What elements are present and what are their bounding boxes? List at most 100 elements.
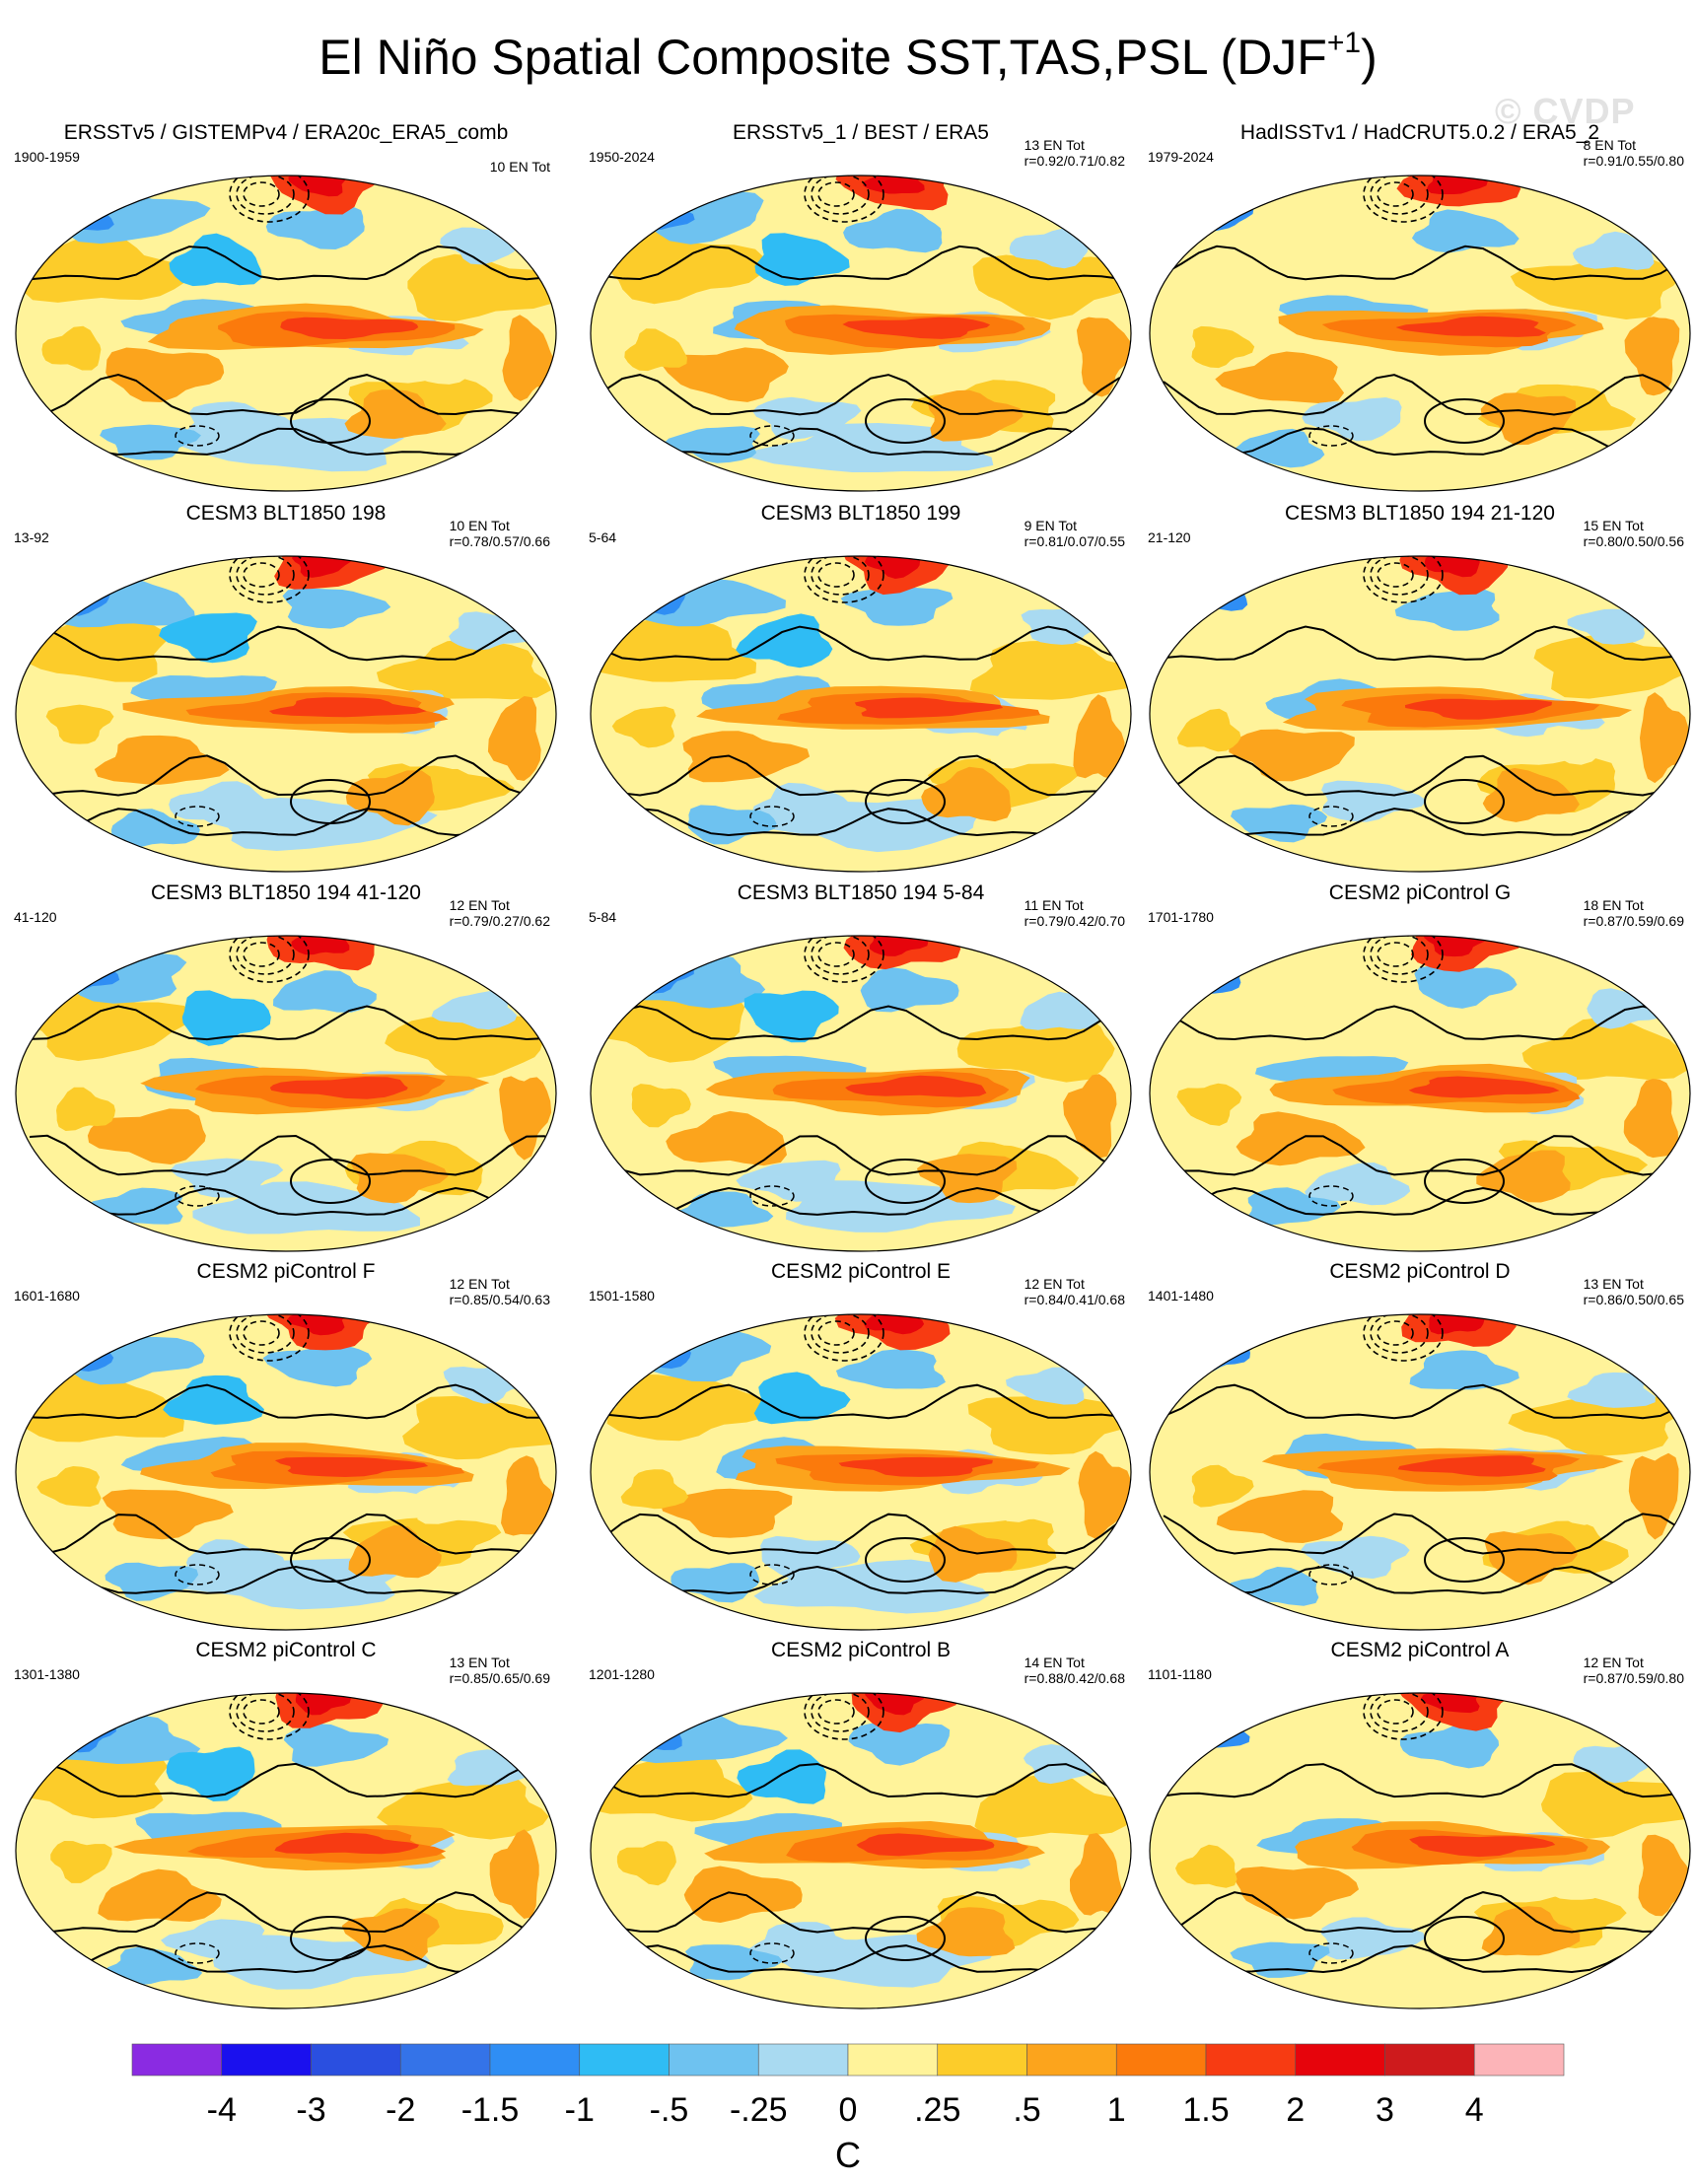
panel-title: HadISSTv1 / HadCRUT5.0.2 / ERA5_2 <box>1239 121 1600 144</box>
robinson-map <box>590 1313 1132 1631</box>
map-panel: CESM2 piControl C 1301-1380 13 EN Tot r=0.8… <box>10 1638 562 2016</box>
panel-title: CESM2 piControl F <box>196 1260 376 1283</box>
panel-title: CESM3 BLT1850 194 21-120 <box>1285 502 1555 525</box>
event-count: 13 EN Tot <box>1024 137 1085 153</box>
map-outline <box>590 175 1132 492</box>
map-outline <box>15 555 557 873</box>
panel-title: ERSSTv5 / GISTEMPv4 / ERA20c_ERA5_comb <box>63 121 509 144</box>
robinson-map <box>1149 555 1691 873</box>
robinson-map <box>15 555 557 873</box>
event-count: 12 EN Tot <box>1583 1655 1644 1670</box>
colorbar-swatch <box>1384 2043 1475 2077</box>
colorbar-tick-label: -4 <box>207 2091 237 2129</box>
robinson-map <box>1149 1313 1691 1631</box>
sst-anomaly-field <box>16 1693 556 2008</box>
panel-period: 5-84 <box>589 909 617 925</box>
colorbar-swatch <box>489 2043 581 2077</box>
pattern-correlation: r=0.88/0.42/0.68 <box>1024 1670 1125 1686</box>
colorbar-swatch <box>1205 2043 1297 2077</box>
panel-title: CESM2 piControl D <box>1329 1260 1511 1283</box>
panel-stats: 9 EN Tot r=0.81/0.07/0.55 <box>1025 518 1125 549</box>
colorbar-swatch <box>757 2043 849 2077</box>
pattern-correlation: r=0.79/0.27/0.62 <box>449 913 550 929</box>
colorbar-tick-label: .25 <box>914 2091 960 2129</box>
colorbar-tick-label: -.25 <box>730 2091 788 2129</box>
panel-title: CESM3 BLT1850 194 5-84 <box>737 881 985 904</box>
colorbar-swatch <box>1026 2043 1117 2077</box>
map-outline <box>1149 935 1691 1252</box>
colorbar-swatch <box>847 2043 939 2077</box>
figure-title-text: El Niño Spatial Composite SST,TAS,PSL (D… <box>318 30 1327 85</box>
colorbar-tick-label: -1 <box>565 2091 595 2129</box>
map-panel: CESM3 BLT1850 194 41-120 41-120 12 EN Tot r… <box>10 881 562 1259</box>
event-count: 18 EN Tot <box>1583 897 1644 913</box>
panel-stats: 12 EN Tot r=0.84/0.41/0.68 <box>1025 1276 1125 1307</box>
figure-title-superscript: +1 <box>1326 27 1362 59</box>
map-panel: CESM3 BLT1850 194 5-84 5-84 11 EN Tot r=0.7… <box>585 881 1137 1259</box>
panel-stats: 10 EN Tot <box>490 159 550 175</box>
robinson-map <box>590 555 1132 873</box>
sst-anomaly-field <box>591 1314 1131 1630</box>
pattern-correlation: r=0.92/0.71/0.82 <box>1024 153 1125 169</box>
cvdp-watermark: © CVDP <box>1495 91 1636 131</box>
map-outline <box>15 935 557 1252</box>
pattern-correlation: r=0.85/0.54/0.63 <box>449 1292 550 1307</box>
sst-anomaly-field <box>1150 556 1690 872</box>
panel-period: 1601-1680 <box>14 1288 80 1303</box>
panel-period: 1701-1780 <box>1148 909 1214 925</box>
colorbar-swatch <box>221 2043 312 2077</box>
map-panel: CESM2 piControl G 1701-1780 18 EN Tot r=0.8… <box>1144 881 1696 1259</box>
sst-anomaly-field <box>16 176 556 491</box>
colorbar-tick-label: 2 <box>1286 2091 1305 2129</box>
map-panel: CESM2 piControl E 1501-1580 12 EN Tot r=0.8… <box>585 1259 1137 1638</box>
event-count: 10 EN Tot <box>489 159 550 175</box>
robinson-map <box>590 175 1132 492</box>
pattern-correlation: r=0.87/0.59/0.80 <box>1583 1670 1684 1686</box>
panel-period: 1101-1180 <box>1148 1666 1212 1682</box>
map-outline <box>1149 175 1691 492</box>
pattern-correlation: r=0.78/0.57/0.66 <box>449 533 550 549</box>
panel-stats: 13 EN Tot r=0.85/0.65/0.69 <box>450 1655 550 1686</box>
event-count: 8 EN Tot <box>1583 137 1637 153</box>
robinson-map <box>15 175 557 492</box>
panel-period: 1201-1280 <box>589 1666 655 1682</box>
sst-anomaly-field <box>1150 936 1690 1251</box>
panel-title: CESM3 BLT1850 198 <box>185 502 387 525</box>
colorbar-tick-label: 4 <box>1465 2091 1484 2129</box>
panel-period: 13-92 <box>14 529 49 545</box>
map-outline <box>590 935 1132 1252</box>
map-outline <box>15 1692 557 2009</box>
map-outline <box>15 175 557 492</box>
colorbar-swatch <box>1115 2043 1207 2077</box>
map-outline <box>15 1313 557 1631</box>
colorbar-tick-label: -3 <box>296 2091 325 2129</box>
event-count: 11 EN Tot <box>1024 897 1084 913</box>
figure-title: El Niño Spatial Composite SST,TAS,PSL (D… <box>0 28 1696 87</box>
colorbar-tick-label: -1.5 <box>461 2091 520 2129</box>
pattern-correlation: r=0.80/0.50/0.56 <box>1583 533 1684 549</box>
robinson-map <box>1149 1692 1691 2009</box>
robinson-map <box>15 1692 557 2009</box>
panel-period: 1401-1480 <box>1148 1288 1214 1303</box>
panel-stats: 13 EN Tot r=0.92/0.71/0.82 <box>1025 137 1125 169</box>
panel-stats: 10 EN Tot r=0.78/0.57/0.66 <box>450 518 550 549</box>
map-panel: CESM2 piControl F 1601-1680 12 EN Tot r=0.8… <box>10 1259 562 1638</box>
event-count: 15 EN Tot <box>1583 518 1644 533</box>
colorbar-tick-label: 0 <box>839 2091 858 2129</box>
robinson-map <box>1149 175 1691 492</box>
event-count: 9 EN Tot <box>1024 518 1078 533</box>
sst-anomaly-field <box>1150 1693 1690 2008</box>
colorbar-swatch <box>131 2043 223 2077</box>
event-count: 13 EN Tot <box>449 1655 510 1670</box>
panel-period: 1979-2024 <box>1148 149 1214 165</box>
map-panel: CESM3 BLT1850 194 21-120 21-120 15 EN Tot r… <box>1144 501 1696 880</box>
colorbar-units: C <box>835 2135 861 2175</box>
event-count: 10 EN Tot <box>449 518 510 533</box>
panel-title: CESM3 BLT1850 194 41-120 <box>151 881 421 904</box>
panel-stats: 12 EN Tot r=0.85/0.54/0.63 <box>450 1276 550 1307</box>
colorbar-swatch <box>669 2043 759 2077</box>
event-count: 14 EN Tot <box>1024 1655 1085 1670</box>
panel-period: 1900-1959 <box>14 149 80 165</box>
colorbar-swatch <box>1295 2043 1385 2077</box>
event-count: 12 EN Tot <box>449 1276 510 1292</box>
